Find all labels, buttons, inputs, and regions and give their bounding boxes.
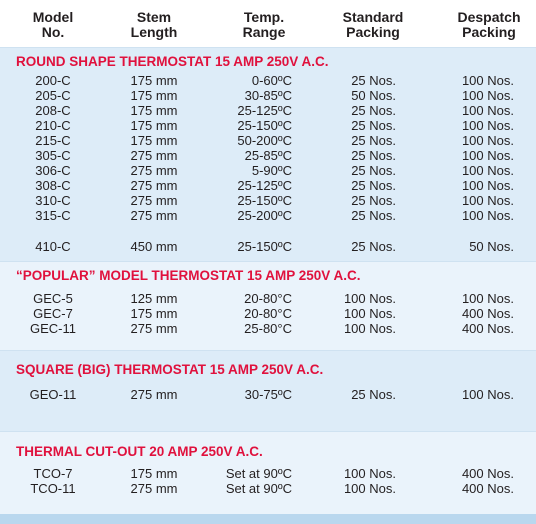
section-thermal-cut-out: THERMAL CUT-OUT 20 AMP 250V A.C. TCO-7 1… (0, 431, 536, 515)
table-row: GEC-7 175 mm 20-80°C 100 Nos. 400 Nos. (33, 306, 514, 321)
section-title: THERMAL CUT-OUT 20 AMP 250V A.C. (16, 444, 263, 459)
table-row: 305-C 275 mm 25-85ºC 25 Nos. 100 Nos. (35, 148, 514, 163)
table-row: 208-C 175 mm 25-125ºC 25 Nos. 100 Nos. (35, 103, 514, 118)
section-round-shape: ROUND SHAPE THERMOSTAT 15 AMP 250V A.C. … (0, 47, 536, 262)
table-row: 410-C 450 mm 25-150ºC 25 Nos. 50 Nos. (35, 239, 514, 254)
table-row: 210-C 175 mm 25-150ºC 25 Nos. 100 Nos. (35, 118, 514, 133)
table-row: 200-C 175 mm 0-60ºC 25 Nos. 100 Nos. (35, 73, 514, 88)
section-square-big: SQUARE (BIG) THERMOSTAT 15 AMP 250V A.C.… (0, 350, 536, 432)
table-row: GEC-5 125 mm 20-80°C 100 Nos. 100 Nos. (33, 291, 514, 306)
table-row: GEO-11 275 mm 30-75ºC 25 Nos. 100 Nos. (29, 387, 514, 402)
header-model: Model No. (32, 9, 74, 40)
table-row: 205-C 175 mm 30-85ºC 50 Nos. 100 Nos. (35, 88, 514, 103)
header-stem-length: Stem Length (130, 9, 178, 40)
header-despatch-packing: Despatch Packing (457, 9, 521, 40)
table-row: 306-C 275 mm 5-90ºC 25 Nos. 100 Nos. (35, 163, 514, 178)
section-title: “POPULAR” MODEL THERMOSTAT 15 AMP 250V A… (16, 268, 361, 283)
table-row: GEC-11 275 mm 25-80°C 100 Nos. 400 Nos. (30, 321, 514, 336)
table-row: TCO-7 175 mm Set at 90ºC 100 Nos. 400 No… (33, 466, 515, 481)
table-row: 315-C 275 mm 25-200ºC 25 Nos. 100 Nos. (35, 208, 514, 223)
table-row: 310-C 275 mm 25-150ºC 25 Nos. 100 Nos. (35, 193, 514, 208)
section-title: ROUND SHAPE THERMOSTAT 15 AMP 250V A.C. (16, 54, 329, 69)
table-row: TCO-11 275 mm Set at 90ºC 100 Nos. 400 N… (30, 481, 514, 496)
footer-bar (0, 514, 536, 524)
table-row: 308-C 275 mm 25-125ºC 25 Nos. 100 Nos. (35, 178, 514, 193)
section-title: SQUARE (BIG) THERMOSTAT 15 AMP 250V A.C. (16, 362, 324, 377)
section-popular-model: “POPULAR” MODEL THERMOSTAT 15 AMP 250V A… (0, 261, 536, 351)
header-standard-packing: Standard Packing (342, 9, 404, 40)
table-header: Model No. Stem Length Temp. Range Standa… (0, 0, 536, 47)
table-row: 215-C 175 mm 50-200ºC 25 Nos. 100 Nos. (35, 133, 514, 148)
header-temp-range: Temp. Range (242, 9, 286, 40)
